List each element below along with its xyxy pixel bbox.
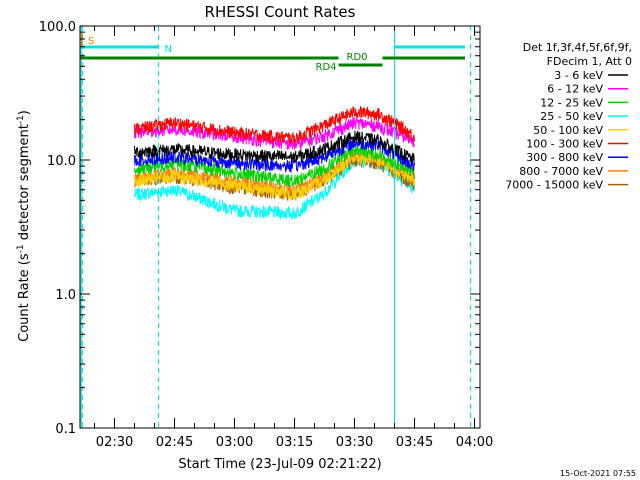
legend-entry-label: 3 - 6 keV xyxy=(554,69,603,82)
x-tick-label: 03:30 xyxy=(336,435,373,450)
x-axis-label: Start Time (23-Jul-09 02:21:22) xyxy=(178,457,381,472)
saa-label: S xyxy=(88,36,94,47)
legend-entry-label: 100 - 300 keV xyxy=(526,138,603,151)
y-tick-label: 0.1 xyxy=(55,422,76,437)
timestamp: 15-Oct-2021 07:55 xyxy=(560,469,636,478)
chart-title: RHESSI Count Rates xyxy=(205,3,356,21)
rd0-label: RD0 xyxy=(347,52,368,63)
legend-header-line-2: FDecim 1, Att 0 xyxy=(547,55,632,68)
legend-entry-label: 25 - 50 keV xyxy=(540,110,603,123)
plot-frame xyxy=(79,25,481,429)
series-line-6 xyxy=(134,137,416,173)
x-tick-label: 02:45 xyxy=(156,435,193,450)
series-line-0 xyxy=(134,130,415,164)
series-line-1 xyxy=(134,116,415,151)
tick-labels: 100.0 10.0 1.0 0.1 02:30 02:45 03:00 03:15 03:30… xyxy=(39,20,493,450)
x-tick-label: 02:30 xyxy=(96,435,133,450)
legend-entry-label: 12 - 25 keV xyxy=(540,96,603,109)
legend-entry-label: 6 - 12 keV xyxy=(547,83,603,96)
night-label: N xyxy=(165,44,172,55)
y-tick-label: 1.0 xyxy=(55,288,76,303)
legend-header-line-1: Det 1f,3f,4f,5f,6f,9f, xyxy=(523,41,632,54)
series-line-5 xyxy=(134,106,416,146)
annotation-layer: N S RD0 RD4 xyxy=(80,26,472,428)
series-layer xyxy=(134,106,416,220)
legend-entry-label: 7000 - 15000 keV xyxy=(505,179,603,192)
y-tick-label: 10.0 xyxy=(47,154,76,169)
rd4-label: RD4 xyxy=(316,62,337,73)
x-tick-label: 03:15 xyxy=(276,435,313,450)
y-axis-label: Count Rate (s-1 detector segment-1) xyxy=(16,110,32,342)
x-tick-label: 03:00 xyxy=(216,435,253,450)
legend-entry-label: 50 - 100 keV xyxy=(533,124,603,137)
ticks-layer xyxy=(80,25,480,429)
x-tick-label: 03:45 xyxy=(396,435,433,450)
series-line-2 xyxy=(134,144,416,187)
legend-entry-label: 300 - 800 keV xyxy=(526,151,603,164)
y-tick-label: 100.0 xyxy=(39,20,76,35)
legend-entry-label: 800 - 7000 keV xyxy=(519,165,603,178)
x-tick-label: 04:00 xyxy=(456,435,493,450)
legend: Det 1f,3f,4f,5f,6f,9f, FDecim 1, Att 0 3… xyxy=(505,41,632,192)
